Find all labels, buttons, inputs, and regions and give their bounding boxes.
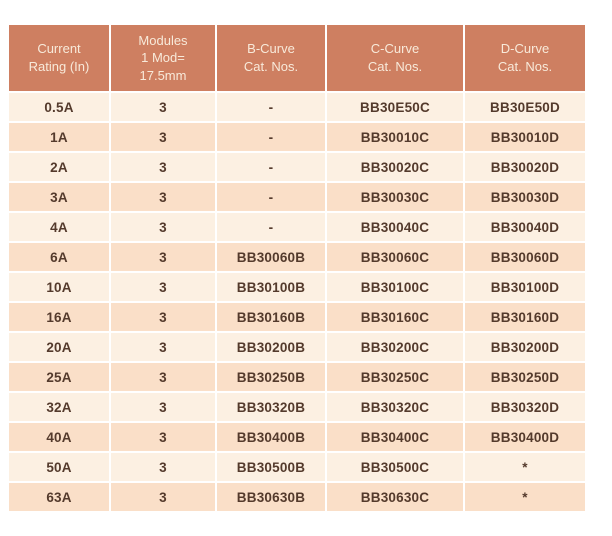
cell-c-curve: BB30020C [327, 153, 463, 181]
cell-modules: 3 [111, 243, 215, 271]
cell-modules: 3 [111, 153, 215, 181]
cell-rating: 0.5A [9, 93, 109, 121]
cell-d-curve: BB30020D [465, 153, 585, 181]
cell-c-curve: BB30250C [327, 363, 463, 391]
cell-b-curve: - [217, 123, 325, 151]
cell-rating: 40A [9, 423, 109, 451]
cell-rating: 32A [9, 393, 109, 421]
cell-modules: 3 [111, 423, 215, 451]
cell-modules: 3 [111, 213, 215, 241]
cell-d-curve: * [465, 453, 585, 481]
cell-c-curve: BB30320C [327, 393, 463, 421]
cell-modules: 3 [111, 123, 215, 151]
cell-b-curve: BB30200B [217, 333, 325, 361]
cell-d-curve: BB30400D [465, 423, 585, 451]
cell-d-curve: BB30060D [465, 243, 585, 271]
cell-modules: 3 [111, 273, 215, 301]
cell-d-curve: BB30200D [465, 333, 585, 361]
cell-d-curve: BB30040D [465, 213, 585, 241]
cell-d-curve: BB30100D [465, 273, 585, 301]
cell-rating: 3A [9, 183, 109, 211]
cell-rating: 25A [9, 363, 109, 391]
cell-d-curve: BB30E50D [465, 93, 585, 121]
cell-rating: 20A [9, 333, 109, 361]
cell-c-curve: BB30060C [327, 243, 463, 271]
cell-c-curve: BB30500C [327, 453, 463, 481]
cell-modules: 3 [111, 393, 215, 421]
cell-c-curve: BB30040C [327, 213, 463, 241]
cell-b-curve: BB30100B [217, 273, 325, 301]
cell-modules: 3 [111, 93, 215, 121]
cell-d-curve: * [465, 483, 585, 511]
cell-modules: 3 [111, 363, 215, 391]
header-d-curve: D-Curve Cat. Nos. [465, 25, 585, 91]
cell-d-curve: BB30030D [465, 183, 585, 211]
cell-b-curve: BB30630B [217, 483, 325, 511]
cell-b-curve: BB30400B [217, 423, 325, 451]
header-c-curve: C-Curve Cat. Nos. [327, 25, 463, 91]
cell-b-curve: BB30060B [217, 243, 325, 271]
cell-modules: 3 [111, 303, 215, 331]
cell-b-curve: BB30500B [217, 453, 325, 481]
cell-c-curve: BB30100C [327, 273, 463, 301]
cell-b-curve: - [217, 93, 325, 121]
cell-d-curve: BB30010D [465, 123, 585, 151]
cell-b-curve: BB30320B [217, 393, 325, 421]
cell-b-curve: BB30160B [217, 303, 325, 331]
cell-c-curve: BB30160C [327, 303, 463, 331]
cell-modules: 3 [111, 183, 215, 211]
cell-b-curve: - [217, 183, 325, 211]
cell-rating: 6A [9, 243, 109, 271]
cell-rating: 63A [9, 483, 109, 511]
cell-rating: 50A [9, 453, 109, 481]
cell-modules: 3 [111, 453, 215, 481]
cell-c-curve: BB30630C [327, 483, 463, 511]
cell-b-curve: BB30250B [217, 363, 325, 391]
cell-c-curve: BB30400C [327, 423, 463, 451]
cell-rating: 2A [9, 153, 109, 181]
cell-rating: 10A [9, 273, 109, 301]
cell-modules: 3 [111, 483, 215, 511]
cell-d-curve: BB30320D [465, 393, 585, 421]
cell-c-curve: BB30030C [327, 183, 463, 211]
catalog-table: Current Rating (In) Modules 1 Mod= 17.5mm… [9, 25, 585, 511]
cell-rating: 16A [9, 303, 109, 331]
cell-modules: 3 [111, 333, 215, 361]
cell-b-curve: - [217, 153, 325, 181]
header-b-curve: B-Curve Cat. Nos. [217, 25, 325, 91]
cell-rating: 4A [9, 213, 109, 241]
cell-d-curve: BB30250D [465, 363, 585, 391]
header-current-rating: Current Rating (In) [9, 25, 109, 91]
cell-c-curve: BB30200C [327, 333, 463, 361]
cell-c-curve: BB30E50C [327, 93, 463, 121]
header-modules: Modules 1 Mod= 17.5mm [111, 25, 215, 91]
cell-b-curve: - [217, 213, 325, 241]
cell-c-curve: BB30010C [327, 123, 463, 151]
cell-rating: 1A [9, 123, 109, 151]
cell-d-curve: BB30160D [465, 303, 585, 331]
